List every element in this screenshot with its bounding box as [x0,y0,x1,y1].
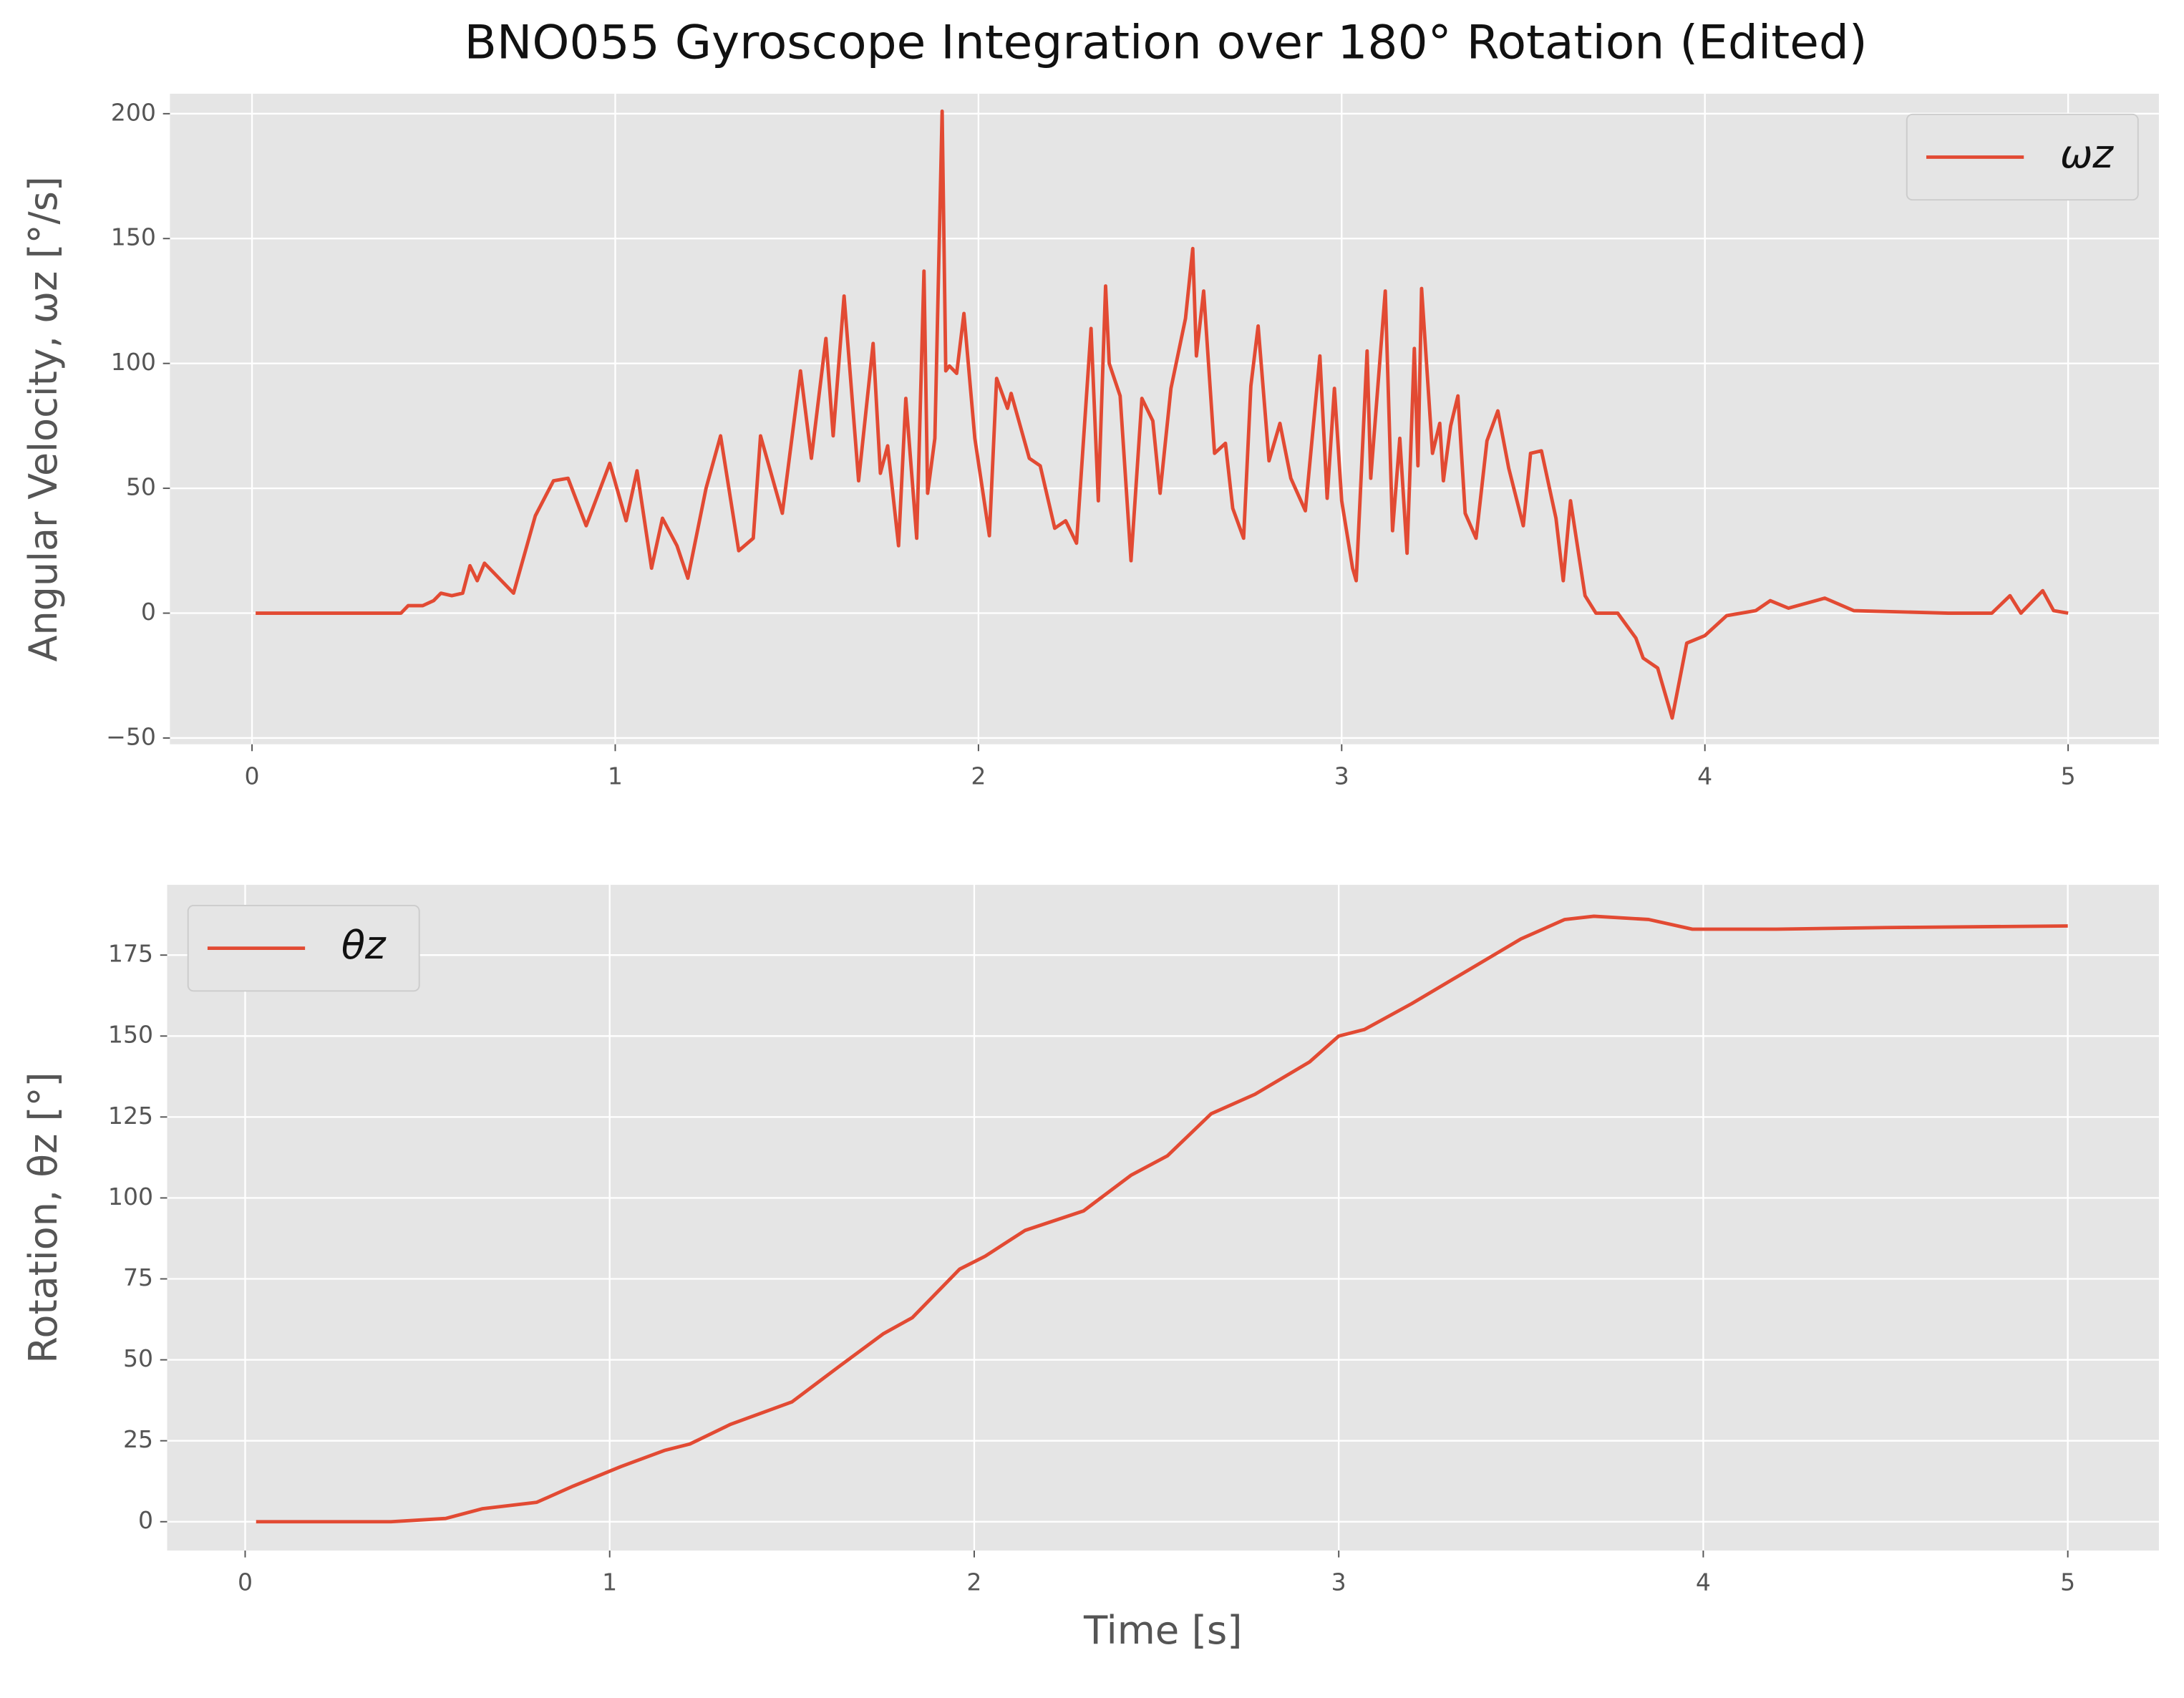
x-tick-label: 3 [1334,762,1349,790]
y-tick-label: 100 [111,348,156,376]
data-line [256,109,2069,720]
x-tick-label: 5 [2061,762,2076,790]
x-tick-label: 1 [602,1568,617,1596]
plot-area [170,93,2159,744]
y-tick-label: 200 [111,98,156,126]
y-tick-label: −50 [106,723,156,751]
x-tick-label: 4 [1697,762,1712,790]
x-tick-label: 1 [608,762,623,790]
y-tick-label: 125 [108,1102,153,1130]
y-tick-label: 25 [123,1425,153,1453]
x-tick-label: 3 [1331,1568,1346,1596]
y-axis-label: Angular Velocity, ωz [°/s] [21,176,66,661]
y-tick-label: 0 [141,598,156,626]
y-tick-label: 50 [123,1344,153,1372]
chart-title: BNO055 Gyroscope Integration over 180° R… [465,15,1868,70]
x-tick-label: 4 [1696,1568,1711,1596]
x-tick-label: 0 [245,762,260,790]
y-tick-label: 50 [126,473,156,501]
x-tick-label: 2 [966,1568,981,1596]
legend-label: ωz [2060,132,2115,177]
y-axis-label: Rotation, θz [°] [21,1072,66,1363]
legend-label: θz [341,923,387,968]
data-line [256,914,2068,1524]
y-tick-label: 150 [108,1021,153,1049]
y-tick-label: 0 [138,1506,153,1534]
x-tick-label: 5 [2060,1568,2075,1596]
y-tick-label: 75 [123,1263,153,1291]
y-tick-label: 175 [108,940,153,968]
x-tick-label: 2 [971,762,986,790]
x-tick-label: 0 [238,1568,253,1596]
x-axis-label: Time [s] [1083,1608,1243,1653]
plot-area [167,885,2159,1551]
y-tick-label: 100 [108,1183,153,1211]
y-tick-label: 150 [111,223,156,251]
